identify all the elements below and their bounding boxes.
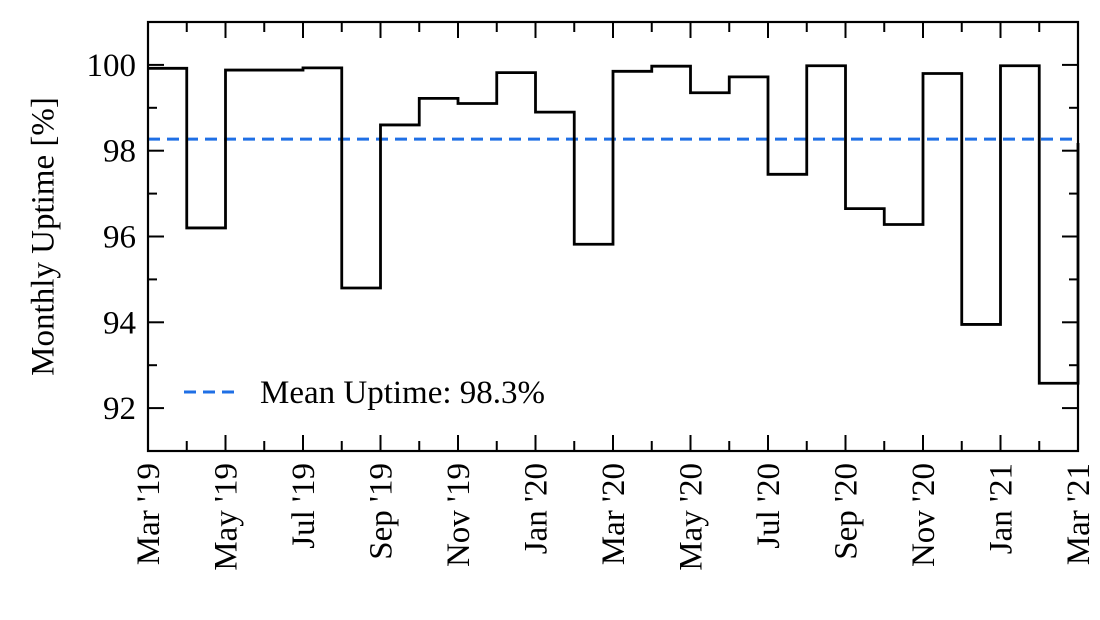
x-tick-label: Jul '19 [286, 463, 322, 549]
x-tick-label: May '20 [674, 463, 710, 571]
legend-mean-label: Mean Uptime: 98.3% [260, 375, 545, 411]
x-tick-label: May '19 [209, 463, 245, 571]
x-tick-label: Jul '20 [751, 463, 787, 549]
legend: Mean Uptime: 98.3% [184, 375, 545, 411]
x-tick-label: Jan '20 [519, 463, 555, 554]
x-tick-label: Sep '20 [829, 463, 865, 560]
x-tick-label: Nov '20 [906, 463, 942, 567]
uptime-step-line [148, 64, 1080, 385]
y-tick-label: 100 [87, 48, 137, 84]
tick-marks [147, 21, 1079, 452]
y-tick-label: 94 [103, 305, 136, 341]
series-layer [148, 64, 1080, 385]
plot-frame [146, 20, 1080, 453]
x-tick-label: Mar '20 [596, 463, 632, 565]
y-axis-title: Monthly Uptime [%] [26, 97, 62, 376]
x-tick-label: Mar '21 [1061, 463, 1097, 565]
y-tick-label: 98 [103, 134, 136, 170]
y-tick-label: 96 [103, 220, 136, 256]
x-tick-label: Sep '19 [364, 463, 400, 560]
y-tick-label: 92 [103, 391, 136, 427]
x-tick-label: Mar '19 [131, 463, 167, 565]
x-tick-label: Jan '21 [984, 463, 1020, 554]
tick-labels: 92 94 96 98 100 Mar '19 May '19 Jul '19 Sep '19 N… [87, 48, 1098, 571]
x-tick-label: Nov '19 [441, 463, 477, 567]
